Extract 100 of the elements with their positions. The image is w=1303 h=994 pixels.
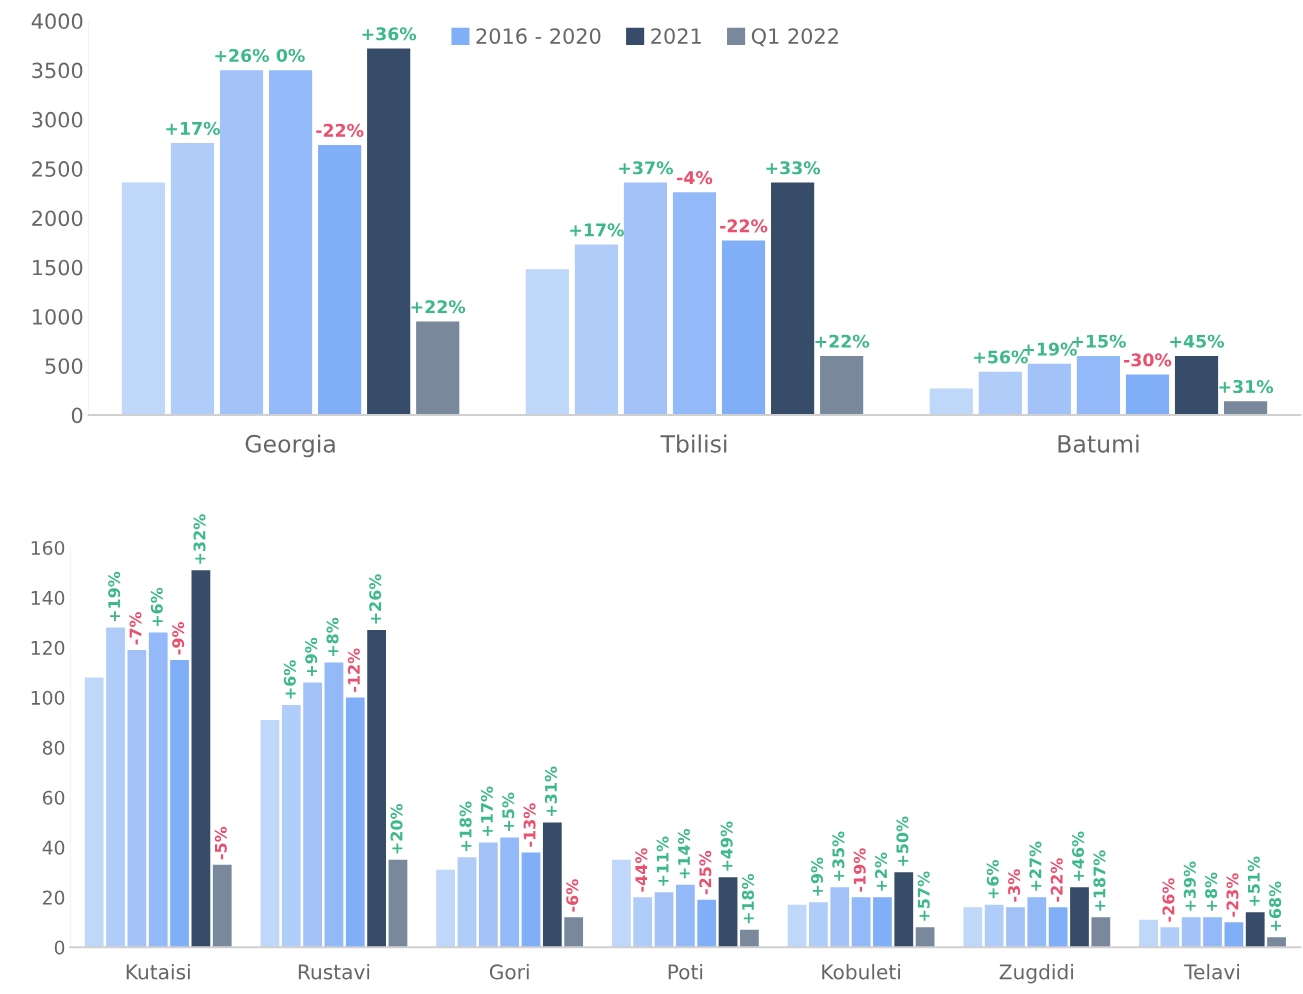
- bar: [1223, 401, 1268, 415]
- bar: [170, 660, 189, 948]
- bar: [654, 892, 674, 948]
- bar: [121, 182, 165, 415]
- y-tick-label: 20: [43, 890, 65, 905]
- bar: [564, 917, 584, 948]
- x-tick-label: Zugdidi: [999, 963, 1073, 984]
- bar: [1224, 922, 1244, 948]
- annotation: +187%: [1093, 850, 1106, 911]
- annotation: +39%: [1183, 861, 1196, 911]
- bar: [633, 897, 653, 948]
- annotation: +17%: [480, 786, 493, 836]
- x-tick-label: Georgia: [245, 434, 335, 458]
- bar: [281, 705, 301, 948]
- annotation: +17%: [166, 121, 220, 135]
- bar: [260, 720, 280, 948]
- y-tick-label: 3000: [32, 111, 83, 128]
- annotation: +6%: [283, 660, 296, 699]
- x-tick-label: Kobuleti: [822, 963, 900, 980]
- annotation: +14%: [677, 828, 691, 879]
- annotation: -44%: [635, 848, 648, 892]
- x-tick-label: Batumi: [1058, 434, 1139, 453]
- annotation: +68%: [1269, 881, 1282, 931]
- annotation: +11%: [656, 836, 669, 886]
- y-tick-label: 140: [31, 590, 65, 606]
- annotation: +6%: [150, 587, 163, 627]
- bar: [525, 269, 569, 415]
- bar: [127, 650, 147, 948]
- bar: [1027, 897, 1047, 948]
- bar: [978, 371, 1022, 415]
- annotation: -9%: [172, 622, 185, 655]
- y-tick-label: 4000: [31, 13, 83, 30]
- annotation: +6%: [986, 860, 999, 899]
- annotation: -5%: [214, 826, 227, 860]
- y-tick-label: 0: [54, 940, 65, 955]
- bar: [303, 682, 322, 948]
- bar: [1091, 917, 1111, 948]
- annotation: -22%: [720, 219, 768, 233]
- bar: [1070, 887, 1089, 948]
- y-tick-label: 2500: [32, 161, 83, 177]
- annotation: +18%: [459, 801, 472, 851]
- x-tick-label: Kutaisi: [126, 963, 190, 980]
- bar: [416, 321, 460, 415]
- annotation: -30%: [1124, 353, 1172, 367]
- annotation: +9%: [810, 857, 824, 896]
- annotation: +22%: [411, 300, 466, 314]
- annotation: -13%: [523, 803, 536, 847]
- bar: [1245, 912, 1265, 948]
- annotation: +51%: [1247, 856, 1260, 906]
- annotation: +31%: [1219, 379, 1274, 394]
- bar: [1076, 355, 1121, 415]
- bar: [851, 897, 871, 948]
- annotation: +17%: [570, 223, 624, 237]
- bar: [963, 907, 983, 948]
- annotation: +8%: [1205, 872, 1218, 911]
- bar: [984, 904, 1004, 948]
- annotation: +2%: [874, 852, 888, 891]
- x-tick-label: Poti: [668, 963, 703, 980]
- annotation: -25%: [699, 850, 712, 895]
- x-tick-label: Rustavi: [298, 963, 370, 980]
- bar: [1267, 937, 1286, 948]
- annotation: -26%: [1162, 878, 1175, 922]
- x-tick-label: Telavi: [1184, 963, 1239, 980]
- annotation: +26%: [369, 574, 382, 624]
- x-tick-label: Gori: [489, 963, 529, 980]
- annotation: +22%: [815, 334, 870, 348]
- bar: [457, 857, 477, 948]
- bar: [809, 902, 828, 948]
- legend-label: 2016 - 2020: [476, 28, 601, 44]
- bar: [1174, 355, 1219, 415]
- bar: [388, 859, 408, 948]
- annotation: +5%: [502, 792, 515, 831]
- bar: [771, 182, 815, 415]
- bar: [820, 355, 864, 415]
- annotation: -22%: [1050, 858, 1063, 902]
- annotation: -6%: [566, 879, 579, 912]
- annotation: +32%: [193, 514, 206, 564]
- bar: [324, 662, 344, 948]
- bar: [787, 904, 807, 948]
- legend-label: Q1 2022: [751, 28, 838, 47]
- annotation: +46%: [1072, 831, 1085, 881]
- annotation: +31%: [544, 766, 557, 816]
- y-tick-label: 100: [31, 690, 65, 705]
- bar: [1027, 363, 1071, 415]
- y-tick-label: 1500: [33, 259, 83, 276]
- y-tick-label: 120: [31, 640, 65, 655]
- y-tick-label: 60: [42, 790, 65, 805]
- bar: [170, 143, 215, 415]
- y-tick-label: 0: [71, 407, 83, 424]
- annotation: -19%: [853, 848, 866, 892]
- bar: [623, 182, 668, 415]
- annotation: +9%: [305, 637, 318, 677]
- bar: [148, 632, 168, 948]
- bar: [1203, 917, 1222, 948]
- bar: [675, 884, 695, 948]
- annotation: +33%: [766, 161, 821, 175]
- bar: [367, 48, 411, 415]
- annotation: -23%: [1226, 873, 1239, 917]
- bar: [1125, 374, 1170, 415]
- bar: [1160, 927, 1180, 948]
